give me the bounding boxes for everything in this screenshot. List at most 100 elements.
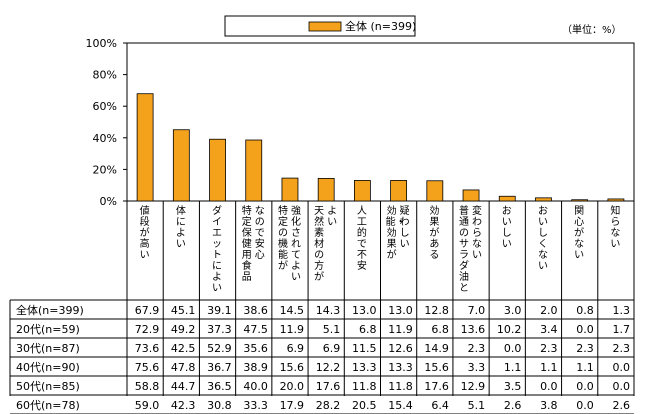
row-labels: 全体(n=399) 20代(n=59) 30代(n=87) 40代(n=90) 50代(… (16, 303, 84, 412)
category-label: 値段が高い (139, 206, 150, 261)
bar (462, 189, 480, 202)
table-cell: 38.6 (243, 304, 268, 317)
bar (535, 197, 552, 202)
category-label: 変わらない (472, 206, 483, 261)
table-cell: 28.2 (316, 399, 341, 412)
table-cell: 2.3 (576, 342, 594, 355)
table-cell: 72.9 (135, 323, 160, 336)
table-cell: 3.3 (468, 361, 486, 374)
table-cell: 0.0 (540, 380, 558, 393)
table-cell: 2.6 (504, 399, 522, 412)
bar (426, 180, 444, 202)
table-cell: 3.4 (540, 323, 558, 336)
category-label: おいしい (501, 206, 512, 250)
table-cell: 3.0 (504, 304, 522, 317)
table-cell: 75.6 (135, 361, 160, 374)
bar (136, 93, 154, 202)
bar (172, 129, 190, 202)
row-label: 全体(n=399) (16, 303, 84, 317)
table-cell: 6.9 (323, 342, 341, 355)
table-cell: 59.0 (135, 399, 160, 412)
category-label: 関心がない (574, 206, 585, 261)
table-cell: 3.5 (504, 380, 522, 393)
table-cell: 3.8 (540, 399, 558, 412)
table-cell: 12.8 (424, 304, 449, 317)
table-cell: 0.0 (576, 323, 594, 336)
table-cell: 11.9 (280, 323, 305, 336)
table-cell: 20.0 (280, 380, 305, 393)
table-cell: 1.1 (504, 361, 522, 374)
table-cell: 5.1 (468, 399, 486, 412)
table-cell: 20.5 (352, 399, 377, 412)
table-cell: 33.3 (243, 399, 268, 412)
y-tick-label: 60% (93, 100, 117, 113)
legend-label: 全体 (n=399) (345, 19, 416, 33)
y-tick-label: 0% (100, 195, 117, 208)
table-cell: 11.8 (352, 380, 377, 393)
table-cell: 11.8 (388, 380, 413, 393)
table-cell: 45.1 (171, 304, 196, 317)
category-label: 知らない (610, 206, 621, 250)
table-cell: 42.5 (171, 342, 196, 355)
table-cell: 1.3 (613, 304, 631, 317)
category-label: 人工的で不安 (356, 206, 367, 272)
legend-swatch (308, 21, 342, 32)
bar (607, 198, 625, 202)
row-label: 20代(n=59) (16, 323, 80, 336)
table-cell: 1.7 (613, 323, 631, 336)
table-cell: 12.2 (316, 361, 341, 374)
table-cell: 47.5 (243, 323, 268, 336)
table-cell: 36.5 (207, 380, 232, 393)
y-tick-label: 20% (93, 163, 117, 176)
table-cell: 13.3 (388, 361, 413, 374)
table-cell: 73.6 (135, 342, 160, 355)
table-cell: 42.3 (171, 399, 196, 412)
category-label: 効果がある (429, 206, 440, 261)
table-cell: 35.6 (243, 342, 268, 355)
row-label: 60代(n=78) (16, 399, 80, 412)
category-label: 体によい (175, 206, 186, 250)
table-cell: 2.3 (613, 342, 631, 355)
table-cell: 49.2 (171, 323, 196, 336)
table-cell: 14.5 (280, 304, 305, 317)
table-cell: 11.9 (388, 323, 413, 336)
y-tick-label: 80% (93, 69, 117, 82)
category-label: おいしくない (537, 206, 548, 272)
table-cell: 15.6 (424, 361, 449, 374)
row-label: 50代(n=85) (16, 380, 80, 393)
table-cell: 14.9 (424, 342, 449, 355)
category-label: ダイエットによい (212, 206, 223, 294)
table-cell: 15.4 (388, 399, 413, 412)
table-cell: 5.1 (323, 323, 341, 336)
category-label: 効能・効果が (385, 206, 406, 261)
y-tick-label: 40% (93, 132, 117, 145)
plot-area (126, 42, 635, 202)
table-cell: 11.5 (352, 342, 377, 355)
table-cell: 1.1 (540, 361, 558, 374)
table-cell: 6.8 (431, 323, 449, 336)
table-cell: 37.3 (207, 323, 232, 336)
table-cell: 13.0 (388, 304, 413, 317)
table-cell: 58.8 (135, 380, 160, 393)
category-label: よい (327, 206, 338, 228)
table-grid (9, 201, 635, 414)
table-cell: 0.0 (576, 380, 594, 393)
bar (245, 139, 263, 202)
category-label: 疑わしい (399, 206, 410, 250)
table-cell: 17.6 (424, 380, 449, 393)
table-cell: 44.7 (171, 380, 196, 393)
bar (317, 178, 335, 202)
table-cell: 6.4 (431, 399, 449, 412)
category-label: 普通のサラダ油と (459, 206, 470, 294)
table-cell: 13.6 (461, 323, 486, 336)
y-axis: 0% 20% 40% 60% 80% 100% (86, 37, 127, 208)
table-cell: 13.0 (352, 304, 377, 317)
table-cell: 12.9 (461, 380, 486, 393)
table-cell: 2.3 (540, 342, 558, 355)
category-label: 特定保健用食品 (241, 206, 252, 283)
row-label: 40代(n=90) (16, 361, 80, 374)
table-cell: 52.9 (207, 342, 232, 355)
table-cell: 0.0 (613, 361, 631, 374)
table-cells: 67.9 45.1 39.1 38.6 14.5 14.3 13.0 13.0 12.8 7.0 3… (135, 304, 630, 412)
table-cell: 2.0 (540, 304, 558, 317)
